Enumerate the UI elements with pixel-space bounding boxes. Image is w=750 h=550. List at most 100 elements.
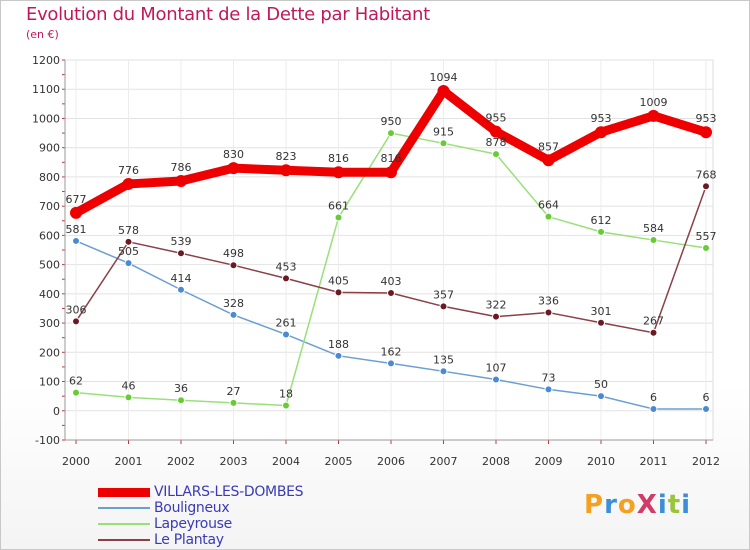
x-tick-label: 2005 (325, 455, 353, 468)
data-point-bouligneux (282, 330, 290, 339)
legend-swatch (98, 488, 150, 497)
x-tick-label: 2002 (167, 455, 195, 468)
data-point-bouligneux (649, 405, 658, 414)
y-tick-label: 1200 (32, 54, 60, 67)
data-label-le-plantay: 322 (486, 299, 507, 312)
data-point-le-plantay (282, 274, 290, 283)
data-label-lapeyrouse: 36 (174, 382, 188, 395)
data-label-bouligneux: 6 (650, 391, 657, 404)
data-label-le-plantay: 405 (328, 274, 349, 287)
x-tick-label: 2010 (587, 455, 615, 468)
data-point-villars-les-dombes (332, 166, 345, 179)
data-label-villars-les-dombes: 953 (696, 112, 717, 125)
data-point-bouligneux (72, 236, 80, 245)
legend-swatch (98, 507, 150, 509)
data-point-le-plantay (124, 237, 133, 246)
chart-subtitle: (en €) (26, 28, 59, 41)
data-point-villars-les-dombes (647, 109, 660, 122)
data-point-lapeyrouse (282, 401, 290, 410)
x-tick-label: 2009 (535, 455, 563, 468)
data-point-villars-les-dombes (280, 164, 292, 177)
data-label-lapeyrouse: 661 (328, 200, 349, 213)
data-label-villars-les-dombes: 1009 (640, 96, 668, 109)
data-point-bouligneux (597, 392, 605, 401)
data-label-villars-les-dombes: 677 (66, 193, 87, 206)
y-tick-label: 700 (39, 200, 60, 213)
data-point-villars-les-dombes (175, 175, 187, 188)
data-label-villars-les-dombes: 823 (276, 150, 297, 163)
data-point-lapeyrouse (387, 129, 395, 138)
x-tick-label: 2000 (62, 455, 90, 468)
data-label-le-plantay: 301 (591, 305, 612, 318)
data-point-bouligneux (124, 259, 133, 268)
data-label-bouligneux: 581 (66, 223, 87, 236)
data-point-bouligneux (229, 310, 238, 319)
data-point-le-plantay (492, 312, 500, 321)
data-label-lapeyrouse: 878 (486, 136, 507, 149)
data-label-lapeyrouse: 46 (122, 379, 136, 392)
data-point-le-plantay (334, 288, 343, 297)
data-label-lapeyrouse: 27 (227, 385, 241, 398)
x-tick-label: 2008 (482, 455, 510, 468)
data-label-le-plantay: 336 (538, 295, 559, 308)
data-point-le-plantay (597, 318, 605, 327)
data-label-bouligneux: 73 (542, 371, 556, 384)
data-label-bouligneux: 505 (118, 245, 139, 258)
data-label-bouligneux: 107 (486, 361, 507, 374)
data-point-lapeyrouse (72, 388, 80, 397)
data-label-lapeyrouse: 915 (433, 125, 454, 138)
legend-swatch (98, 539, 150, 541)
data-point-villars-les-dombes (227, 162, 240, 175)
data-point-bouligneux (544, 385, 553, 394)
y-tick-label: -100 (35, 434, 60, 447)
data-label-lapeyrouse: 62 (69, 375, 83, 388)
data-point-le-plantay (439, 302, 448, 311)
data-label-lapeyrouse: 584 (643, 222, 664, 235)
y-tick-label: 300 (39, 317, 60, 330)
data-point-le-plantay (544, 308, 553, 317)
y-tick-label: 100 (39, 376, 60, 389)
data-point-le-plantay (72, 317, 80, 326)
data-point-bouligneux (702, 405, 710, 414)
data-label-villars-les-dombes: 776 (118, 164, 139, 177)
data-label-bouligneux: 188 (328, 338, 349, 351)
data-point-lapeyrouse (439, 139, 448, 148)
y-tick-label: 800 (39, 171, 60, 184)
legend-label: VILLARS-LES-DOMBES (154, 484, 304, 500)
data-label-villars-les-dombes: 786 (171, 161, 192, 174)
data-label-lapeyrouse: 950 (381, 115, 402, 128)
data-label-bouligneux: 162 (381, 345, 402, 358)
data-label-le-plantay: 498 (223, 247, 244, 260)
data-point-bouligneux (334, 351, 343, 360)
data-label-le-plantay: 539 (171, 235, 192, 248)
data-label-bouligneux: 135 (433, 353, 454, 366)
data-point-bouligneux (439, 367, 448, 376)
data-point-le-plantay (177, 249, 185, 258)
data-point-lapeyrouse (334, 213, 343, 222)
data-point-lapeyrouse (597, 227, 605, 236)
data-point-villars-les-dombes (70, 206, 82, 219)
legend-swatch (98, 523, 150, 525)
data-label-bouligneux: 328 (223, 297, 244, 310)
data-label-le-plantay: 453 (276, 260, 297, 273)
proxiti-logo: ProXiti (584, 490, 692, 520)
data-label-bouligneux: 261 (276, 316, 297, 329)
y-tick-label: 0 (53, 405, 60, 418)
data-point-lapeyrouse (492, 150, 500, 159)
data-point-villars-les-dombes (542, 154, 555, 167)
data-point-villars-les-dombes (437, 84, 450, 97)
x-tick-label: 2006 (377, 455, 405, 468)
data-label-bouligneux: 6 (703, 391, 710, 404)
y-tick-label: 400 (39, 288, 60, 301)
data-label-le-plantay: 306 (66, 303, 87, 316)
y-tick-label: 600 (39, 229, 60, 242)
data-label-lapeyrouse: 557 (696, 230, 717, 243)
data-point-villars-les-dombes (700, 126, 712, 139)
legend-label: Lapeyrouse (154, 516, 232, 532)
x-tick-label: 2003 (220, 455, 248, 468)
data-point-bouligneux (387, 359, 395, 368)
data-label-villars-les-dombes: 955 (486, 112, 507, 125)
plot-area (64, 59, 714, 441)
y-tick-label: 1100 (32, 83, 60, 96)
chart-title: Evolution du Montant de la Dette par Hab… (26, 4, 430, 25)
